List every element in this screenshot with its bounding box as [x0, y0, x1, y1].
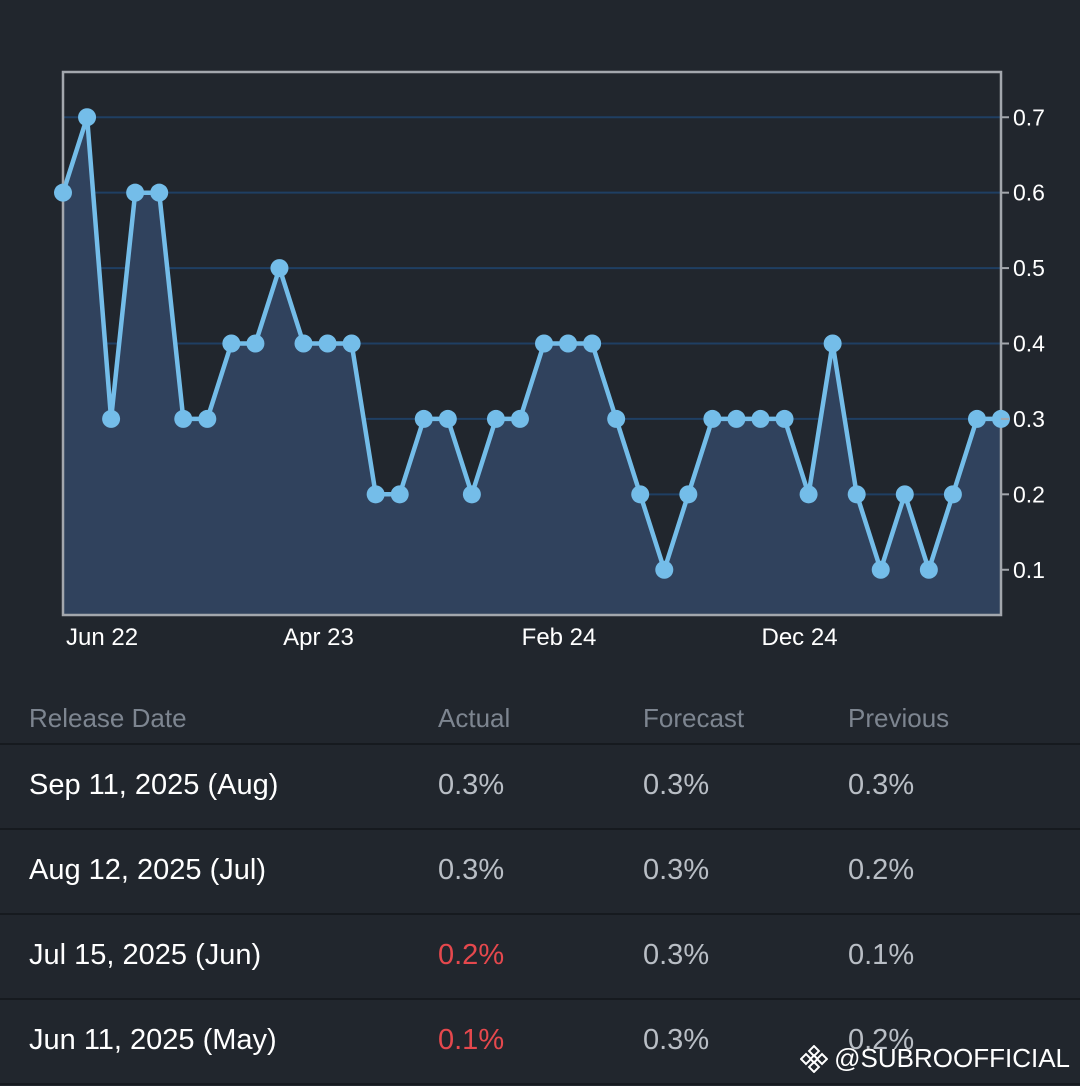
y-tick-label: 0.1 — [1013, 557, 1045, 583]
series-line — [60, 115, 1001, 573]
actual-value: 0.3% — [438, 854, 505, 886]
data-point[interactable] — [895, 485, 914, 504]
data-point[interactable] — [535, 334, 554, 353]
data-point[interactable] — [150, 183, 169, 202]
header-actual: Actual — [438, 703, 511, 733]
release-date: Aug 12, 2025 (Jul) — [29, 854, 266, 886]
y-tick-label: 0.2 — [1013, 481, 1045, 507]
y-axis: 0.1 0.2 0.3 0.4 0.5 0.6 0.7 — [1001, 104, 1045, 583]
x-tick-label: Dec 24 — [762, 624, 838, 651]
data-point[interactable] — [318, 334, 337, 353]
previous-value: 0.1% — [848, 939, 915, 971]
data-point[interactable] — [655, 560, 674, 579]
release-date: Jul 15, 2025 (Jun) — [29, 939, 262, 971]
data-point[interactable] — [799, 485, 818, 504]
data-point[interactable] — [919, 560, 938, 579]
area-fill — [63, 117, 1001, 616]
data-point[interactable] — [727, 409, 746, 428]
y-tick-label: 0.5 — [1013, 255, 1045, 281]
data-point[interactable] — [414, 409, 433, 428]
release-table: Release Date Actual Forecast Previous Se… — [0, 680, 1080, 1085]
data-point[interactable] — [366, 485, 385, 504]
data-point[interactable] — [78, 108, 97, 127]
x-tick-label: Jun 22 — [66, 624, 138, 651]
forecast-value: 0.3% — [643, 769, 710, 801]
binance-logo-icon — [800, 1044, 829, 1073]
watermark-text: @SUBROOFFICIAL — [834, 1043, 1070, 1073]
release-date: Sep 11, 2025 (Aug) — [29, 769, 279, 801]
data-point[interactable] — [751, 409, 770, 428]
forecast-value: 0.3% — [643, 1024, 710, 1056]
previous-value: 0.2% — [848, 1024, 915, 1056]
data-point[interactable] — [294, 334, 313, 353]
data-point[interactable] — [559, 334, 578, 353]
forecast-value: 0.3% — [643, 939, 710, 971]
previous-value: 0.3% — [848, 769, 915, 801]
previous-value: 0.2% — [848, 854, 915, 886]
data-point[interactable] — [126, 183, 145, 202]
data-point[interactable] — [847, 485, 866, 504]
data-point[interactable] — [703, 409, 722, 428]
data-point[interactable] — [943, 485, 962, 504]
data-point[interactable] — [486, 409, 505, 428]
data-point[interactable] — [583, 334, 602, 353]
data-point[interactable] — [246, 334, 265, 353]
y-tick-label: 0.7 — [1013, 104, 1045, 130]
table-row[interactable]: Aug 12, 2025 (Jul) 0.3% 0.3% 0.2% — [0, 830, 1080, 915]
data-point[interactable] — [631, 485, 650, 504]
line-chart: 0.1 0.2 0.3 0.4 0.5 0.6 0.7 Jun 22 Apr 23 Feb 24… — [54, 70, 1045, 651]
y-tick-label: 0.6 — [1013, 180, 1045, 206]
table-row[interactable]: Jun 11, 2025 (May) 0.1% 0.3% 0.2% — [0, 1000, 1080, 1085]
data-point[interactable] — [174, 409, 193, 428]
data-point[interactable] — [823, 334, 842, 353]
x-axis: Jun 22 Apr 23 Feb 24 Dec 24 — [66, 624, 838, 651]
table-header: Release Date Actual Forecast Previous — [0, 680, 1080, 745]
data-point[interactable] — [510, 409, 529, 428]
data-point[interactable] — [270, 259, 289, 278]
actual-value: 0.1% — [438, 1024, 505, 1056]
header-release-date: Release Date — [29, 703, 187, 733]
data-point[interactable] — [871, 560, 890, 579]
y-tick-label: 0.4 — [1013, 331, 1045, 357]
data-point[interactable] — [102, 409, 121, 428]
data-point[interactable] — [342, 334, 361, 353]
data-point[interactable] — [679, 485, 698, 504]
data-point[interactable] — [438, 409, 457, 428]
header-forecast: Forecast — [643, 703, 745, 733]
x-tick-label: Feb 24 — [522, 624, 597, 651]
release-date: Jun 11, 2025 (May) — [29, 1024, 277, 1056]
data-point[interactable] — [198, 409, 217, 428]
forecast-value: 0.3% — [643, 854, 710, 886]
table-row[interactable]: Sep 11, 2025 (Aug) 0.3% 0.3% 0.3% — [0, 745, 1080, 830]
table-row[interactable]: Jul 15, 2025 (Jun) 0.2% 0.3% 0.1% — [0, 915, 1080, 1000]
x-tick-label: Apr 23 — [283, 624, 354, 651]
data-point[interactable] — [222, 334, 241, 353]
data-point[interactable] — [607, 409, 626, 428]
data-point[interactable] — [54, 183, 72, 202]
data-points — [54, 108, 1010, 579]
actual-value: 0.2% — [438, 939, 505, 971]
data-point[interactable] — [462, 485, 481, 504]
watermark: @SUBROOFFICIAL — [800, 1043, 1070, 1074]
data-point[interactable] — [775, 409, 794, 428]
data-point[interactable] — [967, 409, 986, 428]
header-previous: Previous — [848, 703, 950, 733]
y-tick-label: 0.3 — [1013, 406, 1045, 432]
actual-value: 0.3% — [438, 769, 505, 801]
data-point[interactable] — [390, 485, 409, 504]
